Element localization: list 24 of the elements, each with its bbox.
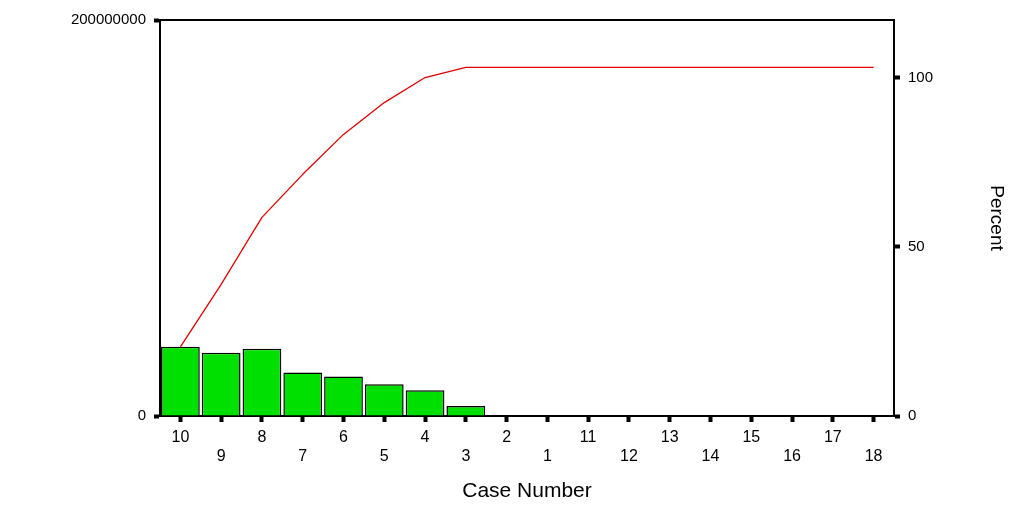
- x-tick-label: 12: [620, 447, 638, 465]
- x-tick-label: 8: [257, 428, 267, 446]
- x-tick-label: 2: [502, 428, 512, 446]
- x-tick-label: 6: [339, 428, 349, 446]
- x-tick-label: 10: [171, 428, 190, 446]
- x-tick-label: 7: [298, 447, 308, 465]
- x-tick-label: 1: [542, 447, 552, 465]
- x-tick-label: 14: [701, 447, 720, 465]
- x-tick-label: 5: [379, 447, 389, 465]
- x-tick-label: 17: [823, 428, 842, 446]
- x-tick-label: 13: [660, 428, 679, 446]
- y2-tick-label: 50: [908, 236, 925, 254]
- y-tick-label: 200000000: [70, 10, 146, 28]
- x-tick-label: 4: [420, 428, 430, 446]
- y2-axis-title: Percent: [987, 185, 1009, 252]
- y2-tick-label: 0: [908, 406, 917, 424]
- x-tick-label: 11: [579, 428, 597, 446]
- x-tick-label: 9: [216, 447, 226, 465]
- x-tick-label: 18: [864, 447, 883, 465]
- x-tick-label: 16: [783, 447, 802, 465]
- x-tick-label: 3: [461, 447, 471, 465]
- y2-tick-label: 100: [908, 67, 934, 85]
- x-axis-title: Case Number: [462, 478, 592, 502]
- x-tick-label: 15: [742, 428, 761, 446]
